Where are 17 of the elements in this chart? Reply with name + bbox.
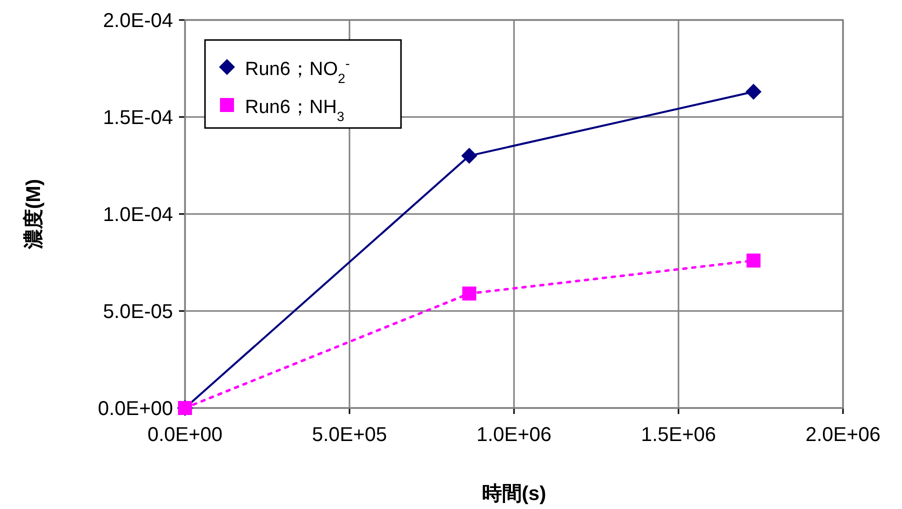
x-tick-label: 5.0E+05 bbox=[312, 424, 388, 446]
y-tick-label: 5.0E-05 bbox=[102, 301, 173, 323]
y-tick-label: 0.0E+00 bbox=[98, 398, 173, 420]
point bbox=[461, 148, 478, 164]
point bbox=[746, 84, 762, 100]
x-axis-title: 時間(s) bbox=[482, 483, 546, 505]
point bbox=[462, 286, 476, 301]
y-tick-label: 1.0E-04 bbox=[102, 204, 173, 226]
y-axis-title: 濃度(M) bbox=[22, 179, 45, 250]
y-tick-label: 1.5E-04 bbox=[102, 107, 173, 129]
x-tick-label: 1.0E+06 bbox=[476, 424, 552, 446]
x-tick-label: 0.0E+00 bbox=[147, 424, 223, 446]
legend-label: Run6；NH$_{3}$ bbox=[245, 97, 344, 124]
point bbox=[746, 254, 761, 268]
x-tick-label: 2.0E+06 bbox=[805, 424, 881, 446]
x-tick-label: 1.5E+06 bbox=[640, 424, 716, 446]
y-tick-label: 2.0E-04 bbox=[102, 10, 173, 32]
